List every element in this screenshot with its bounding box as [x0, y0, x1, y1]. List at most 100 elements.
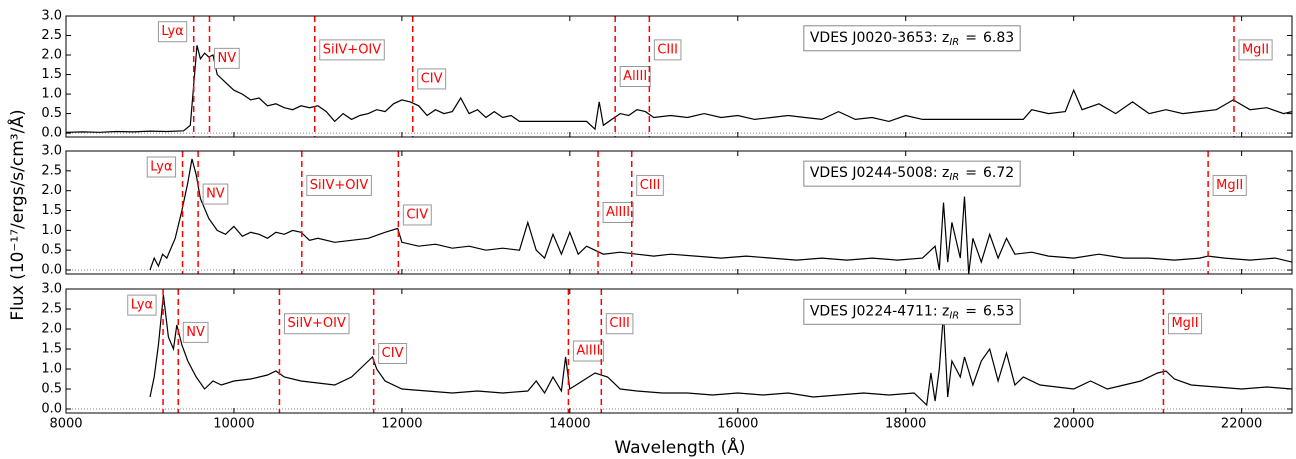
y-tick-label: 1.5	[41, 342, 62, 357]
y-tick-label: 2.5	[41, 302, 62, 317]
y-tick-label: 2.0	[41, 322, 62, 337]
annotation: VDES J0020-3653: zIR = 6.83	[810, 30, 1014, 48]
y-tick-label: 0.0	[41, 263, 62, 278]
emission-label: CIV	[406, 207, 428, 222]
emission-label-box	[653, 39, 682, 61]
emission-label-box	[283, 313, 350, 335]
y-tick-label: 1.0	[41, 87, 62, 102]
annotation-equals: =	[965, 165, 977, 181]
x-tick-label: 16000	[717, 417, 758, 432]
emission-label: AlIII	[576, 344, 600, 359]
emission-label-box	[306, 174, 372, 196]
x-tick-label: 20000	[1053, 417, 1094, 432]
emission-label: NV	[186, 325, 205, 340]
y-tick-label: 3.0	[41, 144, 62, 159]
annotation-subscript: IR	[949, 37, 959, 48]
emission-label: MgII	[1216, 178, 1243, 193]
emission-label: AlIII	[606, 205, 630, 220]
emission-label-box	[402, 204, 432, 226]
y-tick-label: 0.5	[41, 106, 62, 121]
emission-label-box	[182, 321, 209, 343]
emission-label-box	[1238, 39, 1273, 61]
x-tick-label: 18000	[885, 417, 926, 432]
x-axis-label: Wavelength (Å)	[614, 436, 745, 458]
y-tick-label: 2.0	[41, 183, 62, 198]
emission-label-box	[602, 202, 634, 223]
emission-label-box	[619, 66, 651, 87]
emission-label: CIV	[421, 71, 443, 86]
emission-label-box	[202, 183, 229, 205]
annotation-equals: =	[965, 30, 977, 46]
spectrum-line	[149, 158, 1292, 274]
annotation-subscript: IR	[949, 172, 959, 183]
emission-label: SiIV+OIV	[323, 42, 382, 57]
y-tick-label: 0.0	[41, 402, 62, 417]
plot-area	[66, 45, 1292, 133]
x-tick-label: 10000	[213, 417, 254, 432]
emission-label-box	[214, 47, 240, 69]
annotation-equals: =	[965, 303, 977, 319]
emission-label: CIV	[382, 346, 404, 361]
plot-area	[149, 294, 1292, 407]
annotation-redshift: 6.83	[983, 30, 1014, 46]
spectrum-line	[149, 294, 1292, 407]
y-tick-label: 2.0	[41, 48, 62, 63]
annotation-redshift: 6.53	[983, 303, 1014, 319]
emission-label: SiIV+OIV	[310, 178, 369, 193]
spectrum-line	[66, 45, 1292, 133]
x-tick-label: 8000	[49, 417, 82, 432]
annotation-prefix: VDES J0020-3653: z	[810, 30, 950, 46]
emission-label-box	[157, 21, 188, 43]
x-tick-label: 22000	[1221, 417, 1262, 432]
annotation-subscript: IR	[949, 310, 959, 321]
y-tick-label: 3.0	[41, 9, 62, 24]
emission-label-box	[1167, 313, 1203, 335]
y-tick-label: 1.0	[41, 362, 62, 377]
emission-label-box	[417, 68, 447, 90]
emission-label: AlIII	[623, 69, 647, 84]
plot-area	[149, 158, 1292, 274]
y-tick-label: 0.5	[41, 243, 62, 258]
emission-label: CIII	[657, 42, 678, 57]
y-tick-label: 0.5	[41, 382, 62, 397]
emission-label: NV	[206, 187, 225, 202]
annotation-prefix: VDES J0224-4711: z	[810, 303, 950, 319]
emission-label: MgII	[1171, 316, 1198, 331]
emission-label: MgII	[1242, 42, 1269, 57]
y-axis-label: Flux (10⁻¹⁷/ergs/s/cm³/Å)	[6, 109, 28, 320]
emission-label-box	[146, 156, 177, 178]
x-tick-label: 14000	[549, 417, 590, 432]
annotation-box	[803, 160, 1021, 187]
y-tick-label: 2.5	[41, 28, 62, 43]
emission-label-box	[572, 340, 604, 362]
emission-label: Lyα	[131, 298, 153, 313]
y-tick-label: 3.0	[41, 282, 62, 297]
axes-frame	[65, 150, 1293, 275]
annotation-box	[803, 25, 1021, 52]
y-tick-label: 0.0	[41, 126, 62, 141]
y-tick-label: 1.5	[41, 67, 62, 82]
emission-label: Lyα	[150, 159, 172, 174]
annotation: VDES J0224-4711: zIR = 6.53	[810, 303, 1014, 321]
axes-frame	[65, 15, 1293, 138]
emission-label: Lyα	[161, 24, 183, 39]
emission-label-box	[127, 294, 157, 316]
emission-label-box	[605, 313, 634, 335]
emission-label: NV	[218, 51, 237, 66]
emission-label-box	[636, 174, 664, 196]
annotation-redshift: 6.72	[983, 165, 1014, 181]
x-tick-label: 12000	[381, 417, 422, 432]
emission-label: CIII	[640, 178, 661, 193]
y-tick-label: 1.0	[41, 223, 62, 238]
emission-label: SiIV+OIV	[287, 316, 346, 331]
annotation: VDES J0244-5008: zIR = 6.72	[810, 165, 1014, 183]
emission-label: CIII	[609, 316, 630, 331]
emission-label-box	[319, 39, 385, 61]
annotation-prefix: VDES J0244-5008: z	[810, 165, 950, 181]
emission-label-box	[378, 342, 408, 364]
emission-label-box	[1212, 174, 1247, 196]
annotation-box	[803, 298, 1021, 325]
axes-frame	[65, 288, 1293, 414]
